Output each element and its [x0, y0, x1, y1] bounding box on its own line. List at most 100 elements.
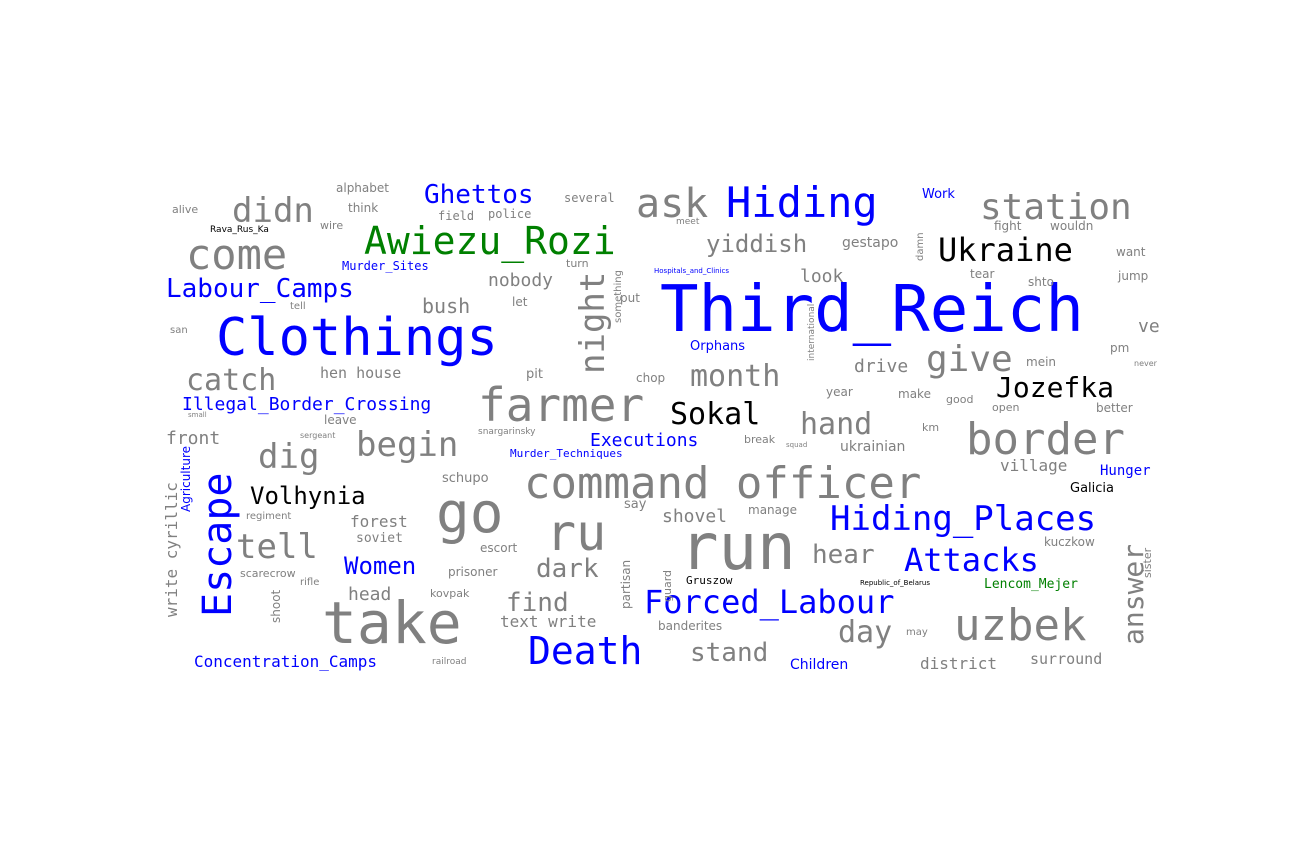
word-alphabet: alphabet [336, 181, 389, 195]
word-republic-of-belarus: Republic_of_Belarus [860, 579, 930, 587]
word-text-write: text write [500, 612, 597, 631]
word-partisan: partisan [619, 559, 633, 609]
word-damn: damn [915, 232, 926, 261]
word-break: break [744, 433, 776, 446]
word-gruszow: Gruszow [686, 574, 733, 587]
word-tell: tell [236, 527, 318, 567]
word-executions: Executions [590, 430, 699, 451]
word-head: head [348, 584, 392, 605]
word-women: Women [344, 552, 417, 580]
word-put: put [620, 291, 640, 305]
word-illegal-border-crossing: Illegal_Border_Crossing [182, 394, 432, 415]
word-third-reich: Third_Reich [660, 273, 1084, 347]
word-san: san [170, 325, 188, 336]
word-dark: dark [536, 554, 599, 584]
word-go: go [436, 481, 504, 546]
word-ru: ru [546, 504, 607, 562]
word-nobody: nobody [488, 270, 554, 291]
word-village: village [1000, 456, 1068, 475]
word-prisoner: prisoner [448, 565, 498, 579]
word-run: run [680, 511, 796, 585]
word-agriculture: Agriculture [179, 446, 193, 512]
word-lencom-mejer: Lencom_Mejer [984, 577, 1078, 592]
word-murder-sites: Murder_Sites [342, 259, 429, 273]
word-dig: dig [258, 437, 320, 477]
word-mein: mein [1026, 355, 1057, 369]
word-hunger: Hunger [1100, 463, 1151, 479]
word-ukrainian: ukrainian [840, 439, 906, 455]
word-make: make [898, 387, 931, 401]
word-chop: chop [636, 371, 666, 385]
word-kuczkow: kuczkow [1044, 535, 1095, 549]
word-murder-techniques: Murder_Techniques [510, 447, 623, 460]
word-let: let [512, 295, 528, 309]
word-concentration-camps: Concentration_Camps [194, 652, 378, 671]
word-drive: drive [854, 356, 909, 377]
word-command-officer: command officer [524, 458, 922, 509]
word-awiezu-rozi: Awiezu_Rozi [364, 219, 616, 263]
word-farmer: farmer [478, 378, 645, 432]
word-attacks: Attacks [904, 541, 1039, 579]
word-want: want [1116, 245, 1146, 259]
word-death: Death [528, 629, 643, 673]
word-day: day [838, 615, 893, 650]
word-schupo: schupo [442, 471, 489, 486]
word-ukraine: Ukraine [938, 231, 1073, 269]
word-bush: bush [422, 294, 471, 318]
word-pm: pm [1110, 341, 1130, 355]
word-forest: forest [350, 512, 408, 531]
word-find: find [506, 588, 569, 618]
word-station: station [980, 187, 1132, 228]
word-something: something [613, 270, 624, 323]
word-uzbek: uzbek [954, 600, 1087, 651]
word-forced-labour: Forced_Labour [644, 583, 895, 621]
word-hen-house: hen house [320, 364, 402, 382]
word-look: look [800, 266, 844, 287]
word-never: never [1134, 359, 1157, 368]
word-squad: squad [786, 441, 808, 449]
word-meet: meet [676, 217, 700, 227]
word-jozefka: Jozefka [996, 371, 1115, 404]
word-galicia: Galicia [1070, 481, 1114, 496]
word-alive: alive [172, 203, 199, 216]
word-guard: guard [661, 569, 674, 602]
word-children: Children [790, 657, 849, 673]
word-hiding: Hiding [726, 178, 878, 227]
word-clothings: Clothings [216, 308, 498, 368]
word-turn: turn [566, 257, 589, 270]
word-tear: tear [970, 267, 995, 281]
word-night: night [573, 271, 613, 374]
word-railroad: railroad [432, 657, 467, 667]
word-give: give [926, 339, 1013, 380]
word-wouldn: wouldn [1050, 219, 1094, 233]
word-work: Work [922, 187, 955, 202]
word-open: open [992, 401, 1020, 414]
word-soviet: soviet [356, 531, 403, 546]
word-snargarinsky: snargarinsky [478, 427, 536, 437]
word-gestapo: gestapo [842, 235, 899, 251]
word-escape: Escape [195, 472, 241, 618]
word-escort: escort [480, 541, 518, 555]
word-think: think [348, 201, 379, 215]
word-sergeant: sergeant [300, 431, 336, 440]
word-border: border [966, 414, 1125, 465]
word-shoot: shoot [269, 589, 283, 623]
word-police: police [488, 207, 532, 221]
word-field: field [438, 209, 475, 223]
word-year: year [826, 385, 853, 399]
word-write-cyrillic: write cyrillic [162, 482, 181, 617]
word-front: front [166, 428, 221, 449]
word-small: small [188, 411, 207, 419]
word-didn: didn [232, 191, 314, 231]
word-tell: tell [290, 301, 306, 312]
word-may: may [906, 627, 928, 638]
word-fight: fight [994, 219, 1022, 233]
word-sister: sister [1141, 547, 1154, 578]
word-hand: hand [800, 407, 873, 442]
word-say: say [624, 497, 647, 512]
word-district: district [920, 654, 998, 673]
word-take: take [322, 589, 462, 657]
word-pit: pit [526, 367, 543, 382]
word-several: several [564, 191, 615, 205]
